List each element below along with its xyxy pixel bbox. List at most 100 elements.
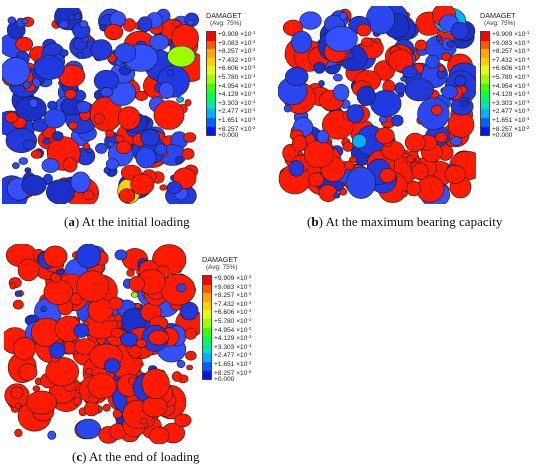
aggregate-particle bbox=[313, 61, 326, 74]
aggregate-particle bbox=[103, 166, 111, 174]
legend-swatch bbox=[203, 327, 211, 337]
aggregate-particle bbox=[361, 37, 373, 48]
legend-color-bar bbox=[202, 275, 212, 381]
aggregate-particle bbox=[75, 51, 84, 59]
legend-swatch bbox=[207, 32, 215, 41]
aggregate-particle bbox=[454, 75, 467, 87]
aggregate-particle bbox=[291, 135, 308, 152]
aggregate-particle bbox=[406, 155, 415, 163]
aggregate-particle bbox=[158, 82, 175, 100]
aggregate-particle bbox=[460, 99, 470, 108]
legend-color-bar bbox=[206, 31, 216, 137]
legend-swatch bbox=[481, 32, 489, 41]
aggregate-particle bbox=[40, 306, 48, 313]
aggregate-particle bbox=[120, 332, 139, 347]
aggregate-particle bbox=[43, 108, 66, 129]
legend-level-label: +8.257 ×10-2 bbox=[214, 368, 252, 377]
aggregate-particle bbox=[332, 84, 350, 102]
legend-swatch bbox=[207, 66, 215, 75]
aggregate-particle bbox=[14, 428, 23, 438]
aggregate-particle bbox=[176, 360, 186, 369]
aggregate-particle bbox=[26, 390, 58, 415]
aggregate-particle bbox=[288, 160, 305, 177]
aggregate-particle bbox=[43, 279, 74, 306]
aggregate-particle bbox=[404, 132, 426, 153]
aggregate-particle bbox=[139, 418, 148, 425]
aggregate-particle bbox=[130, 291, 139, 298]
aggregate-particle bbox=[55, 268, 65, 276]
aggregate-particle bbox=[18, 157, 28, 165]
aggregate-particle bbox=[64, 89, 77, 100]
legend-level-label: +8.257 ×10-1 bbox=[492, 47, 530, 56]
legend-swatch bbox=[207, 83, 215, 93]
aggregate-particle bbox=[70, 171, 91, 194]
aggregate-particle bbox=[47, 430, 57, 440]
legend-level-label: +0.000 bbox=[492, 132, 513, 140]
aggregate-particle bbox=[9, 282, 17, 290]
aggregate-particle bbox=[83, 401, 100, 417]
aggregate-particle bbox=[394, 82, 406, 95]
aggregate-particle bbox=[47, 100, 58, 110]
aggregate-particle bbox=[24, 167, 32, 174]
aggregate-particle bbox=[82, 190, 95, 201]
aggregate-particle bbox=[62, 157, 78, 173]
aggregate-particle bbox=[149, 426, 170, 444]
aggregate-particle bbox=[179, 301, 199, 321]
legend-swatch bbox=[203, 276, 211, 285]
legend-swatch bbox=[481, 40, 489, 50]
aggregate-particle bbox=[105, 129, 115, 138]
legend-swatch bbox=[481, 74, 489, 84]
aggregate-particle bbox=[117, 106, 141, 130]
aggregate-particle bbox=[115, 140, 132, 155]
legend-level-label: +1.651 ×10-1 bbox=[218, 115, 256, 124]
aggregate-particle bbox=[23, 80, 31, 89]
aggregate-particle bbox=[406, 180, 421, 197]
legend-level-label: +7.432 ×10-1 bbox=[214, 299, 252, 308]
aggregate-particle bbox=[172, 19, 181, 28]
aggregate-particle bbox=[102, 403, 111, 412]
aggregate-particle bbox=[303, 140, 335, 169]
aggregate-particle bbox=[431, 104, 443, 116]
aggregate-particle bbox=[110, 327, 124, 338]
legend-swatch bbox=[203, 336, 211, 345]
legend-level-label: +5.780 ×10-1 bbox=[218, 72, 256, 81]
aggregate-particle bbox=[73, 397, 83, 406]
legend-level-label: +9.909 ×10-1 bbox=[214, 274, 252, 282]
aggregate-particle bbox=[108, 296, 123, 311]
aggregate-particle bbox=[379, 168, 396, 184]
aggregate-particle bbox=[107, 141, 115, 147]
aggregate-particle bbox=[401, 190, 408, 198]
legend-swatch bbox=[203, 284, 211, 294]
aggregate-particle bbox=[114, 249, 128, 261]
legend-swatch bbox=[207, 74, 215, 84]
damage-contour-image-b bbox=[278, 6, 476, 204]
legend-level-label: +3.303 ×10-1 bbox=[492, 98, 530, 107]
aggregate-particle bbox=[13, 336, 36, 361]
legend-swatch bbox=[203, 301, 211, 311]
aggregate-particle bbox=[79, 20, 89, 29]
aggregate-particle bbox=[51, 131, 64, 142]
legend-level-label: +1.651 ×10-1 bbox=[214, 359, 252, 368]
aggregate-particle bbox=[68, 121, 78, 130]
legend-level-label: +1.651 ×10-1 bbox=[492, 115, 530, 124]
aggregate-particle bbox=[18, 363, 38, 381]
aggregate-particle bbox=[404, 78, 435, 102]
aggregate-particle bbox=[285, 67, 309, 87]
color-legend-b: DAMAGET (Avg: 75%) +9.909 ×10-1 +9.083 ×10-… bbox=[480, 12, 544, 143]
legend-level-label: +3.303 ×10-1 bbox=[214, 342, 252, 351]
aggregate-particle bbox=[184, 327, 197, 340]
legend-swatch bbox=[203, 370, 211, 380]
legend-level-label: +3.303 ×10-1 bbox=[218, 98, 256, 107]
aggregate-particle bbox=[347, 51, 354, 60]
aggregate-particle bbox=[186, 364, 193, 371]
aggregate-particle bbox=[351, 133, 367, 149]
aggregate-particle bbox=[137, 16, 153, 33]
legend-level-label: +4.129 ×10-1 bbox=[214, 334, 252, 343]
aggregate-particle bbox=[14, 290, 22, 297]
legend-title: DAMAGET bbox=[480, 11, 516, 20]
aggregate-particle bbox=[41, 158, 60, 173]
legend-swatch bbox=[207, 92, 215, 101]
aggregate-particle bbox=[153, 100, 185, 130]
aggregate-particle bbox=[411, 162, 429, 181]
aggregate-particle bbox=[174, 413, 192, 428]
